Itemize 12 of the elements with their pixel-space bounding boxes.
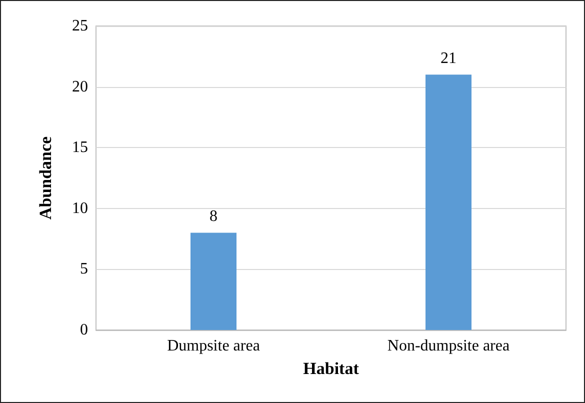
- y-tick-label: 15: [72, 139, 88, 156]
- x-tick-label: Dumpsite area: [167, 338, 260, 354]
- x-tick-label: Non-dumpsite area: [387, 338, 510, 354]
- y-tick-label: 5: [80, 260, 88, 278]
- y-axis-title: Abundance: [36, 136, 55, 220]
- data-label: 8: [210, 208, 218, 226]
- data-label: 21: [440, 50, 456, 68]
- y-tick-label: 10: [72, 200, 88, 217]
- y-tick-label: 20: [72, 78, 88, 96]
- x-axis-title: Habitat: [303, 359, 360, 378]
- y-tick-label: 25: [72, 18, 88, 34]
- y-tick-label: 0: [80, 322, 88, 338]
